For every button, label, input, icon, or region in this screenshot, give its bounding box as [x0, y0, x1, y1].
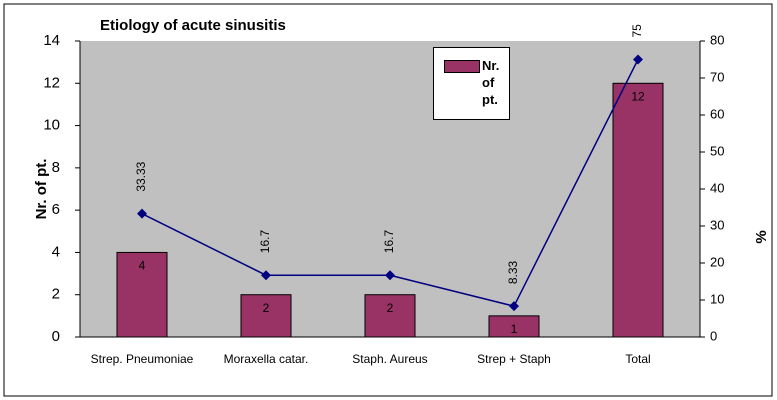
bar [240, 294, 292, 338]
legend-swatch [444, 60, 480, 73]
bar-value-label: 4 [139, 259, 146, 273]
y2-tick-label: 50 [710, 143, 724, 158]
bar [364, 294, 416, 338]
bar [116, 251, 168, 338]
y2-tick-label: 30 [710, 217, 724, 232]
y2-tick-label: 40 [710, 180, 724, 195]
y-tick-label: 8 [52, 159, 60, 176]
bar-value-label: 12 [631, 89, 645, 103]
plot-area [80, 41, 700, 337]
line-value-label: 33.33 [134, 161, 148, 191]
x-tick-label: Strep. Pneumoniae [90, 352, 194, 366]
y-axis-label: Nr. of pt. [33, 159, 50, 220]
legend: Nr. of pt. [433, 47, 510, 120]
line-marker [509, 301, 519, 312]
line-marker [633, 54, 643, 65]
x-tick-label: Strep + Staph [477, 352, 551, 366]
y2-tick-label: 0 [710, 328, 717, 343]
line-marker [137, 208, 147, 219]
bar-value-label: 2 [263, 301, 270, 315]
legend-label: Nr. of pt. [482, 58, 500, 107]
chart-title: Etiology of acute sinusitis [100, 17, 286, 34]
y-tick-label: 4 [52, 243, 60, 260]
bar [488, 315, 540, 338]
y2-tick-label: 80 [710, 32, 724, 47]
bar-value-label: 1 [511, 322, 518, 336]
x-tick-label: Staph. Aureus [352, 352, 428, 366]
line-value-label: 8.33 [506, 260, 520, 284]
y2-tick-label: 10 [710, 291, 724, 306]
x-tick-label: Total [625, 352, 651, 366]
y-tick-label: 12 [43, 74, 60, 91]
line-marker [385, 270, 395, 281]
y-tick-label: 2 [52, 286, 60, 303]
line-marker [261, 270, 271, 281]
y-tick-label: 10 [43, 117, 60, 134]
bar [612, 82, 664, 338]
y2-tick-label: 20 [710, 254, 724, 269]
line-value-label: 75 [630, 24, 644, 38]
y2-axis-label: % [753, 230, 770, 243]
y2-tick-label: 60 [710, 106, 724, 121]
x-tick-label: Moraxella catar. [223, 352, 309, 366]
y-tick-label: 0 [52, 328, 60, 345]
line-value-label: 16.7 [258, 230, 272, 254]
y-tick-label: 6 [52, 201, 60, 218]
bar-value-label: 2 [387, 301, 394, 315]
y2-tick-label: 70 [710, 69, 724, 84]
y-tick-label: 14 [43, 32, 60, 49]
line-value-label: 16.7 [382, 230, 396, 254]
